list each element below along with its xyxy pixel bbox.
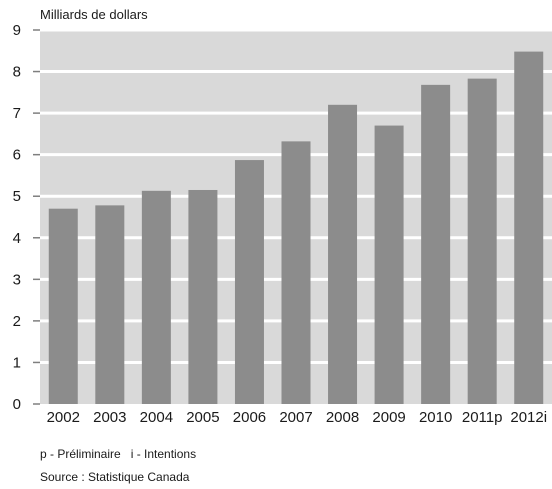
- y-tick-label: 7: [13, 105, 21, 122]
- bar-2004: [141, 190, 171, 404]
- x-tick-label: 2012i: [510, 409, 547, 426]
- x-tick-label: 2006: [233, 409, 266, 426]
- preliminary-note: p - Préliminaire: [40, 447, 121, 461]
- x-tick-label: 2008: [326, 409, 359, 426]
- bar-2007: [281, 141, 311, 404]
- bar-2008: [328, 104, 358, 405]
- y-tick-label: 1: [13, 354, 21, 371]
- y-tick-label: 4: [13, 230, 21, 247]
- x-axis: 2002 2003 2004 2005 2006 2007 2008 2009 2010 2011…: [47, 409, 547, 426]
- bar-2009: [374, 125, 404, 405]
- bar-2005: [188, 189, 218, 404]
- y-tick-label: 5: [13, 188, 21, 205]
- x-tick-label: 2005: [186, 409, 219, 426]
- x-tick-label: 2007: [279, 409, 312, 426]
- x-tick-label: 2003: [93, 409, 126, 426]
- legend-note: p - Préliminaire i - Intentions: [40, 447, 206, 461]
- intentions-note: i - Intentions: [130, 447, 197, 461]
- bar-2012i: [514, 51, 544, 405]
- y-tick-label: 2: [13, 313, 21, 330]
- bars: [48, 51, 544, 405]
- bar-2011p: [467, 78, 497, 405]
- y-tick-label: 6: [13, 147, 21, 164]
- y-tick-label: 3: [13, 271, 21, 288]
- y-axis: 0 1 2 3 4 5 6 7 8 9: [13, 22, 40, 413]
- y-tick-label: 0: [13, 396, 21, 413]
- y-tick-label: 9: [13, 22, 21, 39]
- x-tick-label: 2010: [419, 409, 452, 426]
- x-tick-label: 2011p: [462, 409, 503, 426]
- x-tick-label: 2004: [140, 409, 173, 426]
- bar-2010: [421, 84, 451, 404]
- bar-2002: [48, 208, 78, 404]
- bar-2006: [234, 160, 264, 404]
- x-tick-label: 2009: [372, 409, 405, 426]
- bar-2003: [95, 205, 125, 404]
- x-tick-label: 2002: [47, 409, 80, 426]
- y-axis-unit-label: Milliards de dollars: [40, 7, 148, 22]
- source-note: Source : Statistique Canada: [40, 470, 190, 484]
- y-tick-label: 8: [13, 64, 21, 81]
